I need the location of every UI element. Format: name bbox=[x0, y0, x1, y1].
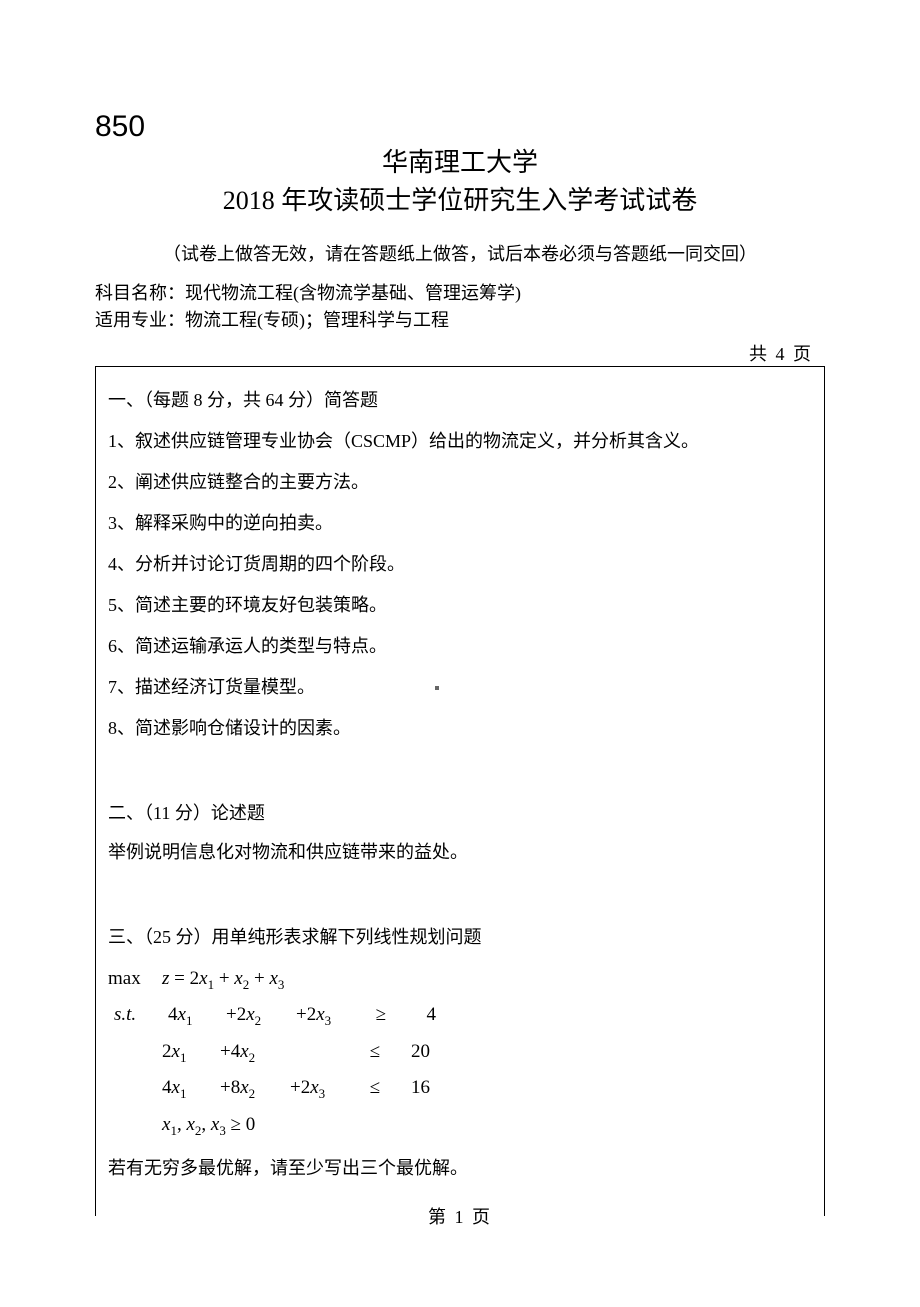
total-pages: 共 4 页 bbox=[95, 340, 825, 366]
lp-model: max z = 2x1 + x2 + x3 s.t. 4x1 +2x2 +2x3… bbox=[108, 961, 812, 1143]
exam-title: 2018 年攻读硕士学位研究生入学考试试卷 bbox=[95, 184, 825, 218]
rhs-3: 16 bbox=[390, 1070, 430, 1106]
section-3-tail: 若有无穷多最优解，请至少写出三个最优解。 bbox=[108, 1155, 812, 1182]
question-1: 1、叙述供应链管理专业协会（CSCMP）给出的物流定义，并分析其含义。 bbox=[108, 428, 812, 455]
question-5: 5、简述主要的环境友好包装策略。 bbox=[108, 592, 812, 619]
subject-label: 科目名称： bbox=[95, 283, 185, 303]
question-3: 3、解释采购中的逆向拍卖。 bbox=[108, 510, 812, 537]
question-4: 4、分析并讨论订货周期的四个阶段。 bbox=[108, 551, 812, 578]
exam-code: 850 bbox=[95, 110, 825, 144]
rhs-2: 20 bbox=[390, 1034, 430, 1070]
question-8: 8、简述影响仓储设计的因素。 bbox=[108, 715, 812, 742]
question-2: 2、阐述供应链整合的主要方法。 bbox=[108, 469, 812, 496]
question-7-text: 7、描述经济订货量模型。 bbox=[108, 677, 315, 697]
objective-label: max bbox=[108, 961, 162, 997]
subject-line: 科目名称：现代物流工程(含物流学基础、管理运筹学) bbox=[95, 280, 825, 307]
question-6: 6、简述运输承运人的类型与特点。 bbox=[108, 633, 812, 660]
question-7: 7、描述经济订货量模型。 bbox=[108, 674, 812, 701]
st-label: s.t. bbox=[108, 997, 168, 1033]
lp-nonneg: x1, x2, x3 ≥ 0 bbox=[108, 1107, 812, 1143]
section-1-heading: 一、（每题 8 分，共 64 分）简答题 bbox=[108, 387, 812, 414]
exam-content-box: 一、（每题 8 分，共 64 分）简答题 1、叙述供应链管理专业协会（CSCMP… bbox=[95, 366, 825, 1216]
major-line: 适用专业：物流工程(专硕)；管理科学与工程 bbox=[95, 307, 825, 334]
page-footer: 第 1 页 bbox=[0, 1203, 920, 1229]
major-label: 适用专业： bbox=[95, 310, 185, 330]
rhs-1: 4 bbox=[396, 997, 436, 1033]
lp-objective: max z = 2x1 + x2 + x3 bbox=[108, 961, 812, 997]
section-3-heading: 三、（25 分）用单纯形表求解下列线性规划问题 bbox=[108, 924, 812, 951]
lp-constraint-3: 4x1 +8x2 +2x3 ≤ 16 bbox=[108, 1070, 812, 1106]
lp-constraint-2: 2x1 +4x2 ≤ 20 bbox=[108, 1034, 812, 1070]
lp-constraint-1: s.t. 4x1 +2x2 +2x3 ≥ 4 bbox=[108, 997, 812, 1033]
university-name: 华南理工大学 bbox=[95, 146, 825, 180]
dot-marker-icon bbox=[435, 686, 439, 690]
section-2-heading: 二、（11 分）论述题 bbox=[108, 800, 812, 827]
subject-value: 现代物流工程(含物流学基础、管理运筹学) bbox=[185, 283, 521, 303]
instructions-line: （试卷上做答无效，请在答题纸上做答，试后本卷必须与答题纸一同交回） bbox=[95, 240, 825, 266]
section-2-body: 举例说明信息化对物流和供应链带来的益处。 bbox=[108, 839, 812, 866]
exam-page: 850 华南理工大学 2018 年攻读硕士学位研究生入学考试试卷 （试卷上做答无… bbox=[0, 0, 920, 1307]
major-value: 物流工程(专硕)；管理科学与工程 bbox=[185, 310, 449, 330]
